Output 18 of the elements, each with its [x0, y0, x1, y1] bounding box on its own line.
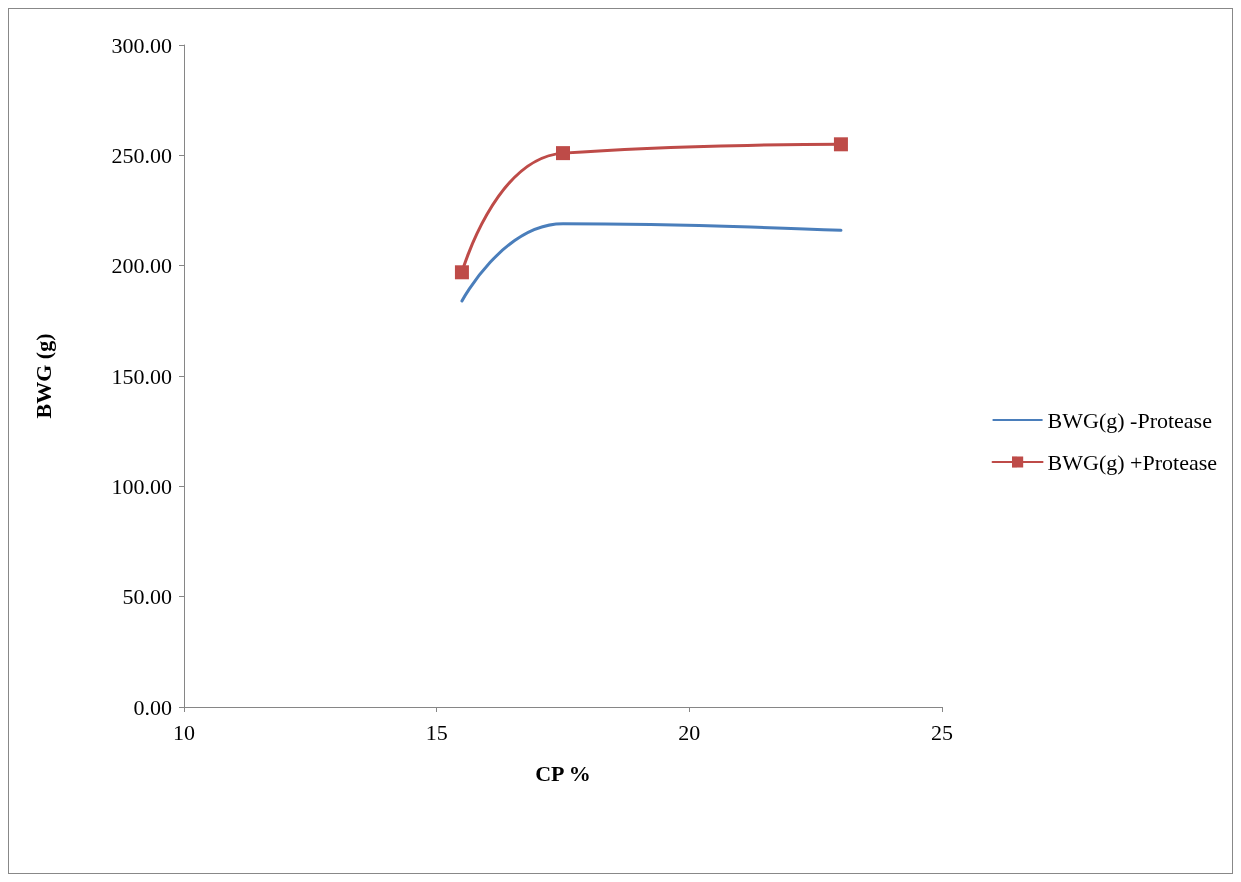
legend-label: BWG(g) -Protease — [1047, 407, 1212, 433]
x-tick-label: 20 — [678, 719, 701, 745]
y-tick-label: 300.00 — [111, 32, 172, 58]
y-tick-label: 150.00 — [111, 363, 172, 389]
y-tick-label: 100.00 — [111, 473, 172, 499]
point — [454, 265, 469, 280]
point — [833, 137, 848, 152]
x-tick-label: 25 — [931, 719, 953, 745]
y-axis-title: BWG (g) — [30, 333, 56, 419]
y-tick-label: 200.00 — [111, 253, 172, 279]
y-tick-label: 50.00 — [122, 584, 172, 610]
y-tick-label: 250.00 — [111, 142, 172, 168]
legend-label: BWG(g) +Protease — [1047, 449, 1218, 475]
x-tick-label: 15 — [425, 719, 448, 745]
x-tick-label: 10 — [173, 719, 195, 745]
x-axis-title: CP % — [535, 760, 591, 786]
y-tick-label: 0.00 — [133, 694, 172, 720]
point — [556, 146, 570, 161]
